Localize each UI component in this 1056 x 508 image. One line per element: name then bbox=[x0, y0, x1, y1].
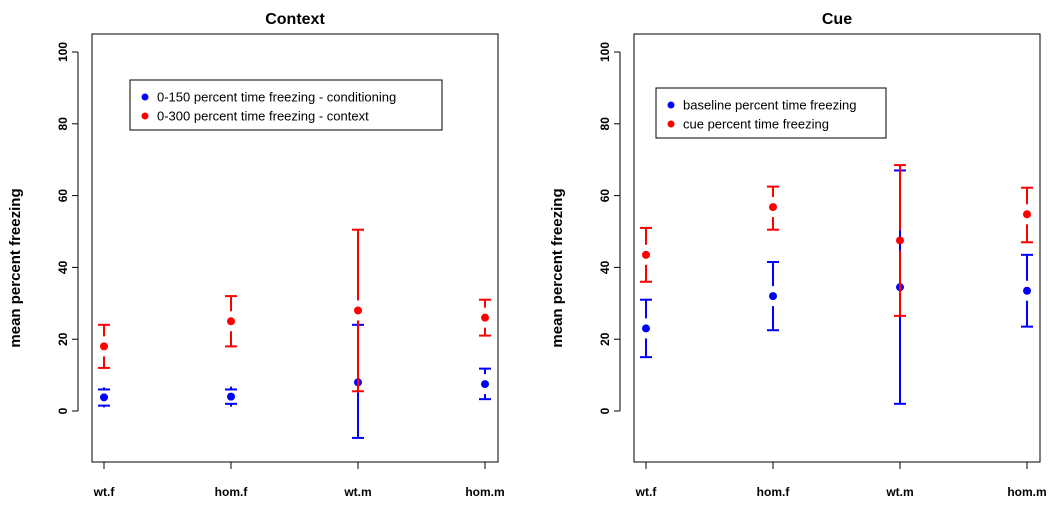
y-axis-label: mean percent freezing bbox=[7, 188, 24, 347]
legend-label: cue percent time freezing bbox=[683, 117, 829, 132]
legend-label: 0-300 percent time freezing - context bbox=[157, 109, 369, 124]
x-tick-label: wt.f bbox=[635, 485, 658, 499]
x-tick-label: hom.f bbox=[215, 485, 249, 499]
data-point bbox=[769, 292, 777, 301]
legend-box bbox=[129, 79, 443, 131]
data-point bbox=[1023, 210, 1031, 219]
data-point bbox=[642, 324, 650, 333]
x-tick-label: wt.m bbox=[885, 485, 913, 499]
x-tick-label: wt.m bbox=[343, 485, 371, 499]
legend-label: baseline percent time freezing bbox=[683, 98, 856, 113]
chart-panel-2: Cue mean percent freezing 0 20 40 60 80 100 wt.f… bbox=[549, 11, 1047, 499]
y-tick-label: 20 bbox=[598, 332, 612, 346]
legend-marker bbox=[141, 93, 149, 101]
data-point bbox=[1023, 286, 1031, 295]
data-point bbox=[481, 313, 489, 322]
data-point bbox=[100, 342, 108, 351]
y-tick-label: 80 bbox=[56, 117, 70, 131]
x-tick-label: hom.m bbox=[1007, 485, 1046, 499]
y-tick-label: 40 bbox=[56, 260, 70, 274]
y-tick-label: 80 bbox=[598, 117, 612, 131]
x-tick-label: hom.m bbox=[465, 485, 504, 499]
y-tick-label: 0 bbox=[598, 407, 612, 414]
legend-marker bbox=[667, 120, 675, 128]
legend-marker bbox=[141, 112, 149, 120]
legend-box bbox=[655, 87, 887, 139]
y-tick-label: 0 bbox=[56, 407, 70, 414]
y-tick-label: 40 bbox=[598, 260, 612, 274]
y-tick-label: 20 bbox=[56, 332, 70, 346]
chart-title: Cue bbox=[822, 11, 852, 28]
data-point bbox=[481, 380, 489, 389]
data-point bbox=[227, 317, 235, 326]
data-point bbox=[227, 392, 235, 401]
y-tick-label: 100 bbox=[56, 42, 70, 62]
data-point bbox=[100, 393, 108, 402]
legend-label: 0-150 percent time freezing - conditioni… bbox=[157, 90, 396, 105]
y-tick-label: 60 bbox=[56, 189, 70, 203]
x-tick-label: hom.f bbox=[757, 485, 791, 499]
y-axis-label: mean percent freezing bbox=[549, 188, 566, 347]
legend-marker bbox=[667, 101, 675, 109]
y-tick-label: 100 bbox=[598, 42, 612, 62]
data-point bbox=[769, 203, 777, 212]
data-point bbox=[354, 306, 362, 315]
data-point bbox=[896, 236, 904, 245]
chart-title: Context bbox=[265, 11, 325, 28]
x-tick-label: wt.f bbox=[93, 485, 116, 499]
y-tick-label: 60 bbox=[598, 189, 612, 203]
chart-panel-1: Context mean percent freezing 0 20 40 60 80 100… bbox=[7, 11, 505, 499]
data-point bbox=[642, 250, 650, 259]
